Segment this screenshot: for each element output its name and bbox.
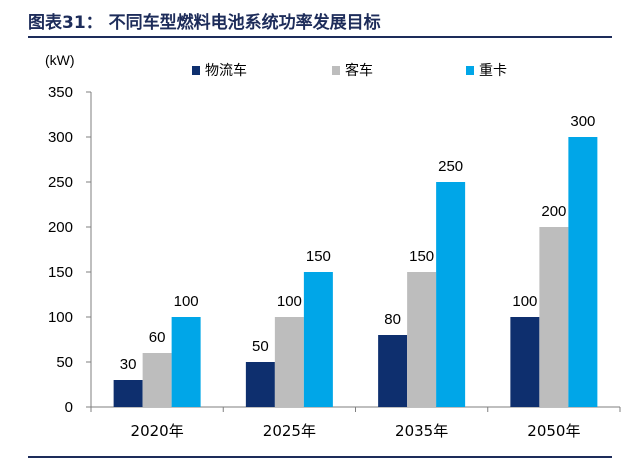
bar-1-0 <box>142 353 172 407</box>
bar-1-2 <box>407 272 437 407</box>
legend-swatch-2 <box>466 66 474 75</box>
bar-2-3 <box>568 137 598 407</box>
legend-swatch-1 <box>332 66 340 75</box>
bar-2-1 <box>303 272 333 407</box>
bar-0-3 <box>510 317 540 407</box>
data-label: 150 <box>409 248 434 265</box>
data-label: 30 <box>120 356 137 373</box>
x-category-label: 2025年 <box>263 422 316 440</box>
bar-0-1 <box>245 362 275 407</box>
legend-label-2: 重卡 <box>479 63 507 79</box>
x-category-label: 2050年 <box>527 422 580 440</box>
data-label: 100 <box>512 293 537 310</box>
data-label: 100 <box>277 293 302 310</box>
chart-title: 图表31： 不同车型燃料电池系统功率发展目标 <box>28 13 381 33</box>
data-label: 200 <box>541 203 566 220</box>
bars: 30 60 100 50 100 150 80 150 250 100 200 300 <box>113 113 598 407</box>
data-label: 50 <box>252 338 269 355</box>
data-label: 300 <box>570 113 595 130</box>
legend-label-0: 物流车 <box>205 62 247 79</box>
y-axis-unit-label: (kW) <box>45 52 75 68</box>
bar-0-2 <box>378 335 408 407</box>
y-tick-label: 350 <box>48 84 73 101</box>
y-tick-label: 150 <box>48 264 73 281</box>
bar-2-2 <box>436 182 466 407</box>
bottom-divider <box>28 456 612 458</box>
bar-0-0 <box>113 380 143 407</box>
legend-label-1: 客车 <box>345 62 373 79</box>
y-tick-label: 50 <box>56 354 73 371</box>
bar-1-3 <box>539 227 569 407</box>
x-category-label: 2020年 <box>131 422 184 440</box>
data-label: 100 <box>174 293 199 310</box>
y-tick-label: 300 <box>48 129 73 146</box>
legend: 物流车 客车 重卡 <box>192 62 507 79</box>
bar-2-0 <box>171 317 201 407</box>
title-divider <box>28 36 612 38</box>
y-tick-label: 0 <box>65 399 73 416</box>
data-label: 250 <box>438 158 463 175</box>
data-label: 60 <box>149 329 166 346</box>
y-tick-label: 200 <box>48 219 73 236</box>
axes: 0 50 100 150 200 250 300 350 2020年 2025年 2035年 2050… <box>48 84 621 440</box>
data-label: 80 <box>384 311 401 328</box>
y-tick-label: 250 <box>48 174 73 191</box>
bar-1-1 <box>274 317 304 407</box>
legend-swatch-0 <box>192 66 200 75</box>
x-category-label: 2035年 <box>395 422 448 440</box>
y-tick-label: 100 <box>48 309 73 326</box>
data-label: 150 <box>306 248 331 265</box>
